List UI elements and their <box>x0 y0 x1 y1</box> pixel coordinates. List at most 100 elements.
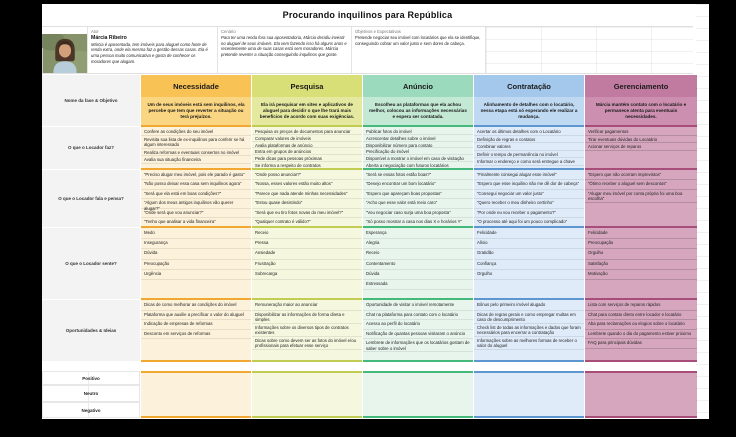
journey-cell-says-thinks[interactable]: “Será se essas fotos estão boas?” “Desejo… <box>363 170 473 228</box>
journey-cell-does[interactable]: Pesquisa os preços de documentos para an… <box>252 127 362 170</box>
note-item[interactable]: Orgulho <box>585 249 697 260</box>
note-item[interactable]: Avalia sua situação financeira <box>141 156 251 164</box>
note-item[interactable]: “Não posso deixar essa casa sem inquilin… <box>141 180 251 190</box>
journey-cell-opportunities[interactable]: Dicas de como melhorar as condições do i… <box>141 300 251 362</box>
note-item[interactable]: Definir o tempo de permanência no imóvel <box>474 151 584 159</box>
note-item[interactable]: Pressa <box>252 239 362 250</box>
note-item[interactable]: Entra em grupos de anúncios <box>252 148 362 156</box>
note-item[interactable]: Comparar valores de imóveis <box>252 135 362 142</box>
journey-cell-does[interactable]: Acertar os últimos detalhes com o Locatá… <box>474 127 584 170</box>
note-item[interactable]: FAQ para principais dúvidas <box>585 339 697 349</box>
emotion-cell[interactable] <box>585 371 697 385</box>
emotion-cell[interactable] <box>252 371 362 385</box>
note-item[interactable]: Estressada <box>363 280 473 291</box>
note-item[interactable]: “Acho que esse valor está meio caro” <box>363 199 473 209</box>
note-item[interactable]: Urgência <box>141 270 251 280</box>
note-item[interactable]: Disponibilizar número para contato <box>363 142 473 149</box>
note-item[interactable]: “Espero que não ocorram imprevistos” <box>585 171 697 181</box>
journey-cell-says-thinks[interactable]: “Onde posso anunciar?” “Nossa, esses valo… <box>252 170 362 228</box>
note-item[interactable]: Bônus pelo primeiro imóvel alugado <box>474 301 584 311</box>
emotion-cell[interactable] <box>585 385 697 402</box>
note-item[interactable]: “Será se essas fotos estão boas?” <box>363 171 473 181</box>
journey-cell-opportunities[interactable]: Remuneração maior ao anunciar Disponibili… <box>252 300 362 362</box>
note-item[interactable]: Lembrete de informações que os locatário… <box>363 339 473 353</box>
note-item[interactable]: Medo <box>141 229 251 240</box>
note-item[interactable]: Felicidade <box>474 229 584 240</box>
note-item[interactable]: “Onde será que vou anunciar?” <box>141 209 251 218</box>
note-item[interactable]: Disponível a mostrar o imóvel em caso de… <box>363 155 473 162</box>
note-item[interactable]: “Onde posso anunciar?” <box>252 171 362 181</box>
note-item[interactable]: “Consegui negociar um valor justo” <box>474 190 584 200</box>
note-item[interactable]: “Quero receber o meu dinheiro certinho” <box>474 199 584 209</box>
note-item[interactable]: Publicar fotos do imóvel <box>363 128 473 135</box>
emotion-cell[interactable] <box>141 371 251 385</box>
emotion-cell[interactable] <box>252 385 362 402</box>
note-item[interactable]: Contentamento <box>363 260 473 270</box>
note-item[interactable]: Combinar valores <box>474 143 584 151</box>
note-item[interactable]: “Qualquer contrato é válido?” <box>252 218 362 226</box>
emotion-cell[interactable] <box>252 402 362 418</box>
note-item[interactable]: Dúvida <box>363 270 473 280</box>
note-item[interactable]: “Preciso alugar meu imóvel, pois ele par… <box>141 171 251 181</box>
journey-cell-opportunities[interactable]: Lista com serviços de reparos rápidos Cha… <box>585 300 697 362</box>
note-item[interactable]: “Vou negociar caso surja uma boa propost… <box>363 209 473 218</box>
note-item[interactable]: Acertar os últimos detalhes com o Locatá… <box>474 128 584 136</box>
journey-cell-does[interactable]: Confere as condições do seu imóvel Revisi… <box>141 127 251 170</box>
journey-cell-does[interactable]: Verificar pagamentos Tirar eventuais dúvi… <box>585 127 697 170</box>
emotion-cell[interactable] <box>474 402 584 418</box>
journey-cell-says-thinks[interactable]: “Espero que não ocorram imprevistos” “Óti… <box>585 170 697 228</box>
journey-cell-does[interactable]: Publicar fotos do imóvel Acrescentar deta… <box>363 127 473 170</box>
note-item[interactable]: Oportunidade de visitar o imóvel remotam… <box>363 301 473 311</box>
emotion-cell[interactable] <box>363 402 473 418</box>
note-item[interactable]: Felicidade <box>585 229 697 240</box>
note-item[interactable]: Sobrecarga <box>252 270 362 280</box>
emotion-cell[interactable] <box>141 385 251 402</box>
note-item[interactable]: Aberta a negociação com futuros locatári… <box>363 162 473 168</box>
note-item[interactable]: Preocupação <box>141 260 251 270</box>
note-item[interactable]: Informações sobre as melhores formas de … <box>474 337 584 350</box>
note-item[interactable]: Ansiedade <box>252 249 362 260</box>
note-item[interactable]: “Será que eu tiro fotos novas do meu imó… <box>252 209 362 218</box>
note-item[interactable]: “Desejo encontrar um bom locatário” <box>363 180 473 190</box>
note-item[interactable]: Dúvida <box>141 249 251 260</box>
emotion-cell[interactable] <box>474 371 584 385</box>
note-item[interactable]: “O processo até aqui foi um pouco compli… <box>474 218 584 226</box>
note-item[interactable]: Gratidão <box>474 249 584 260</box>
note-item[interactable]: Orgulho <box>474 270 584 280</box>
note-item[interactable]: Revisita sua lista de ex-inquilinos para… <box>141 136 251 149</box>
journey-cell-says-thinks[interactable]: “Finalmente consegui alugar esse imóvel”… <box>474 170 584 228</box>
emotion-cell[interactable] <box>141 402 251 418</box>
note-item[interactable]: “Alugar meu imóvel por conta própria foi… <box>585 190 697 203</box>
note-item[interactable]: “Algum dos meus antigos inquilinos vão q… <box>141 199 251 211</box>
journey-cell-feels[interactable]: Medo Insegurança Dúvida Preocupação Urgência <box>141 228 251 300</box>
note-item[interactable]: Informações sobre os diversos tipos de c… <box>252 324 362 337</box>
note-item[interactable]: Remuneração maior ao anunciar <box>252 301 362 311</box>
note-item[interactable]: Receio <box>252 229 362 240</box>
emotion-cell[interactable] <box>363 371 473 385</box>
journey-cell-feels[interactable]: Felicidade Preocupação Orgulho Satisfação Mo… <box>585 228 697 300</box>
note-item[interactable]: “Ótimo receber o aluguel sem descontos” <box>585 180 697 190</box>
note-item[interactable]: Frustração <box>252 260 362 270</box>
journey-cell-feels[interactable]: Receio Pressa Ansiedade Frustração Sobrecarg… <box>252 228 362 300</box>
emotion-cell[interactable] <box>585 402 697 418</box>
note-item[interactable]: “Tenho que analisar a vida financeira” <box>141 218 251 226</box>
note-item[interactable]: Receio <box>363 249 473 260</box>
note-item[interactable]: “Nossa, esses valores estão muito altos” <box>252 180 362 190</box>
note-item[interactable]: Chat na plataforma para contato com o lo… <box>363 311 473 320</box>
note-item[interactable]: Alívio <box>474 239 584 250</box>
note-item[interactable]: Aba para reclamações ou elogios sobre o … <box>585 320 697 330</box>
note-item[interactable]: Avalia plataformas de anúncio <box>252 142 362 149</box>
note-item[interactable]: Chat para contato direto entre locador e… <box>585 311 697 320</box>
note-item[interactable]: Check list de todas as informações e dad… <box>474 324 584 337</box>
note-item[interactable]: Verificar pagamentos <box>585 128 697 136</box>
note-item[interactable]: Satisfação <box>585 260 697 270</box>
journey-cell-feels[interactable]: Esperança Alegria Receio Contentamento Dúvid… <box>363 228 473 300</box>
note-item[interactable]: Motivação <box>585 270 697 280</box>
note-item[interactable]: Dicas de como melhorar as condições do i… <box>141 301 251 311</box>
note-item[interactable]: Notificação de quantas pessoas visitaram… <box>363 330 473 339</box>
note-item[interactable]: Plataforma que auxilie a precificar o va… <box>141 311 251 320</box>
note-item[interactable]: “Espero que esse inquilino não me dê dor… <box>474 180 584 190</box>
note-item[interactable]: Dicas de regras gerais e como empregar m… <box>474 311 584 324</box>
journey-cell-says-thinks[interactable]: “Preciso alugar meu imóvel, pois ele par… <box>141 170 251 228</box>
note-item[interactable]: Pesquisa os preços de documentos para an… <box>252 128 362 135</box>
